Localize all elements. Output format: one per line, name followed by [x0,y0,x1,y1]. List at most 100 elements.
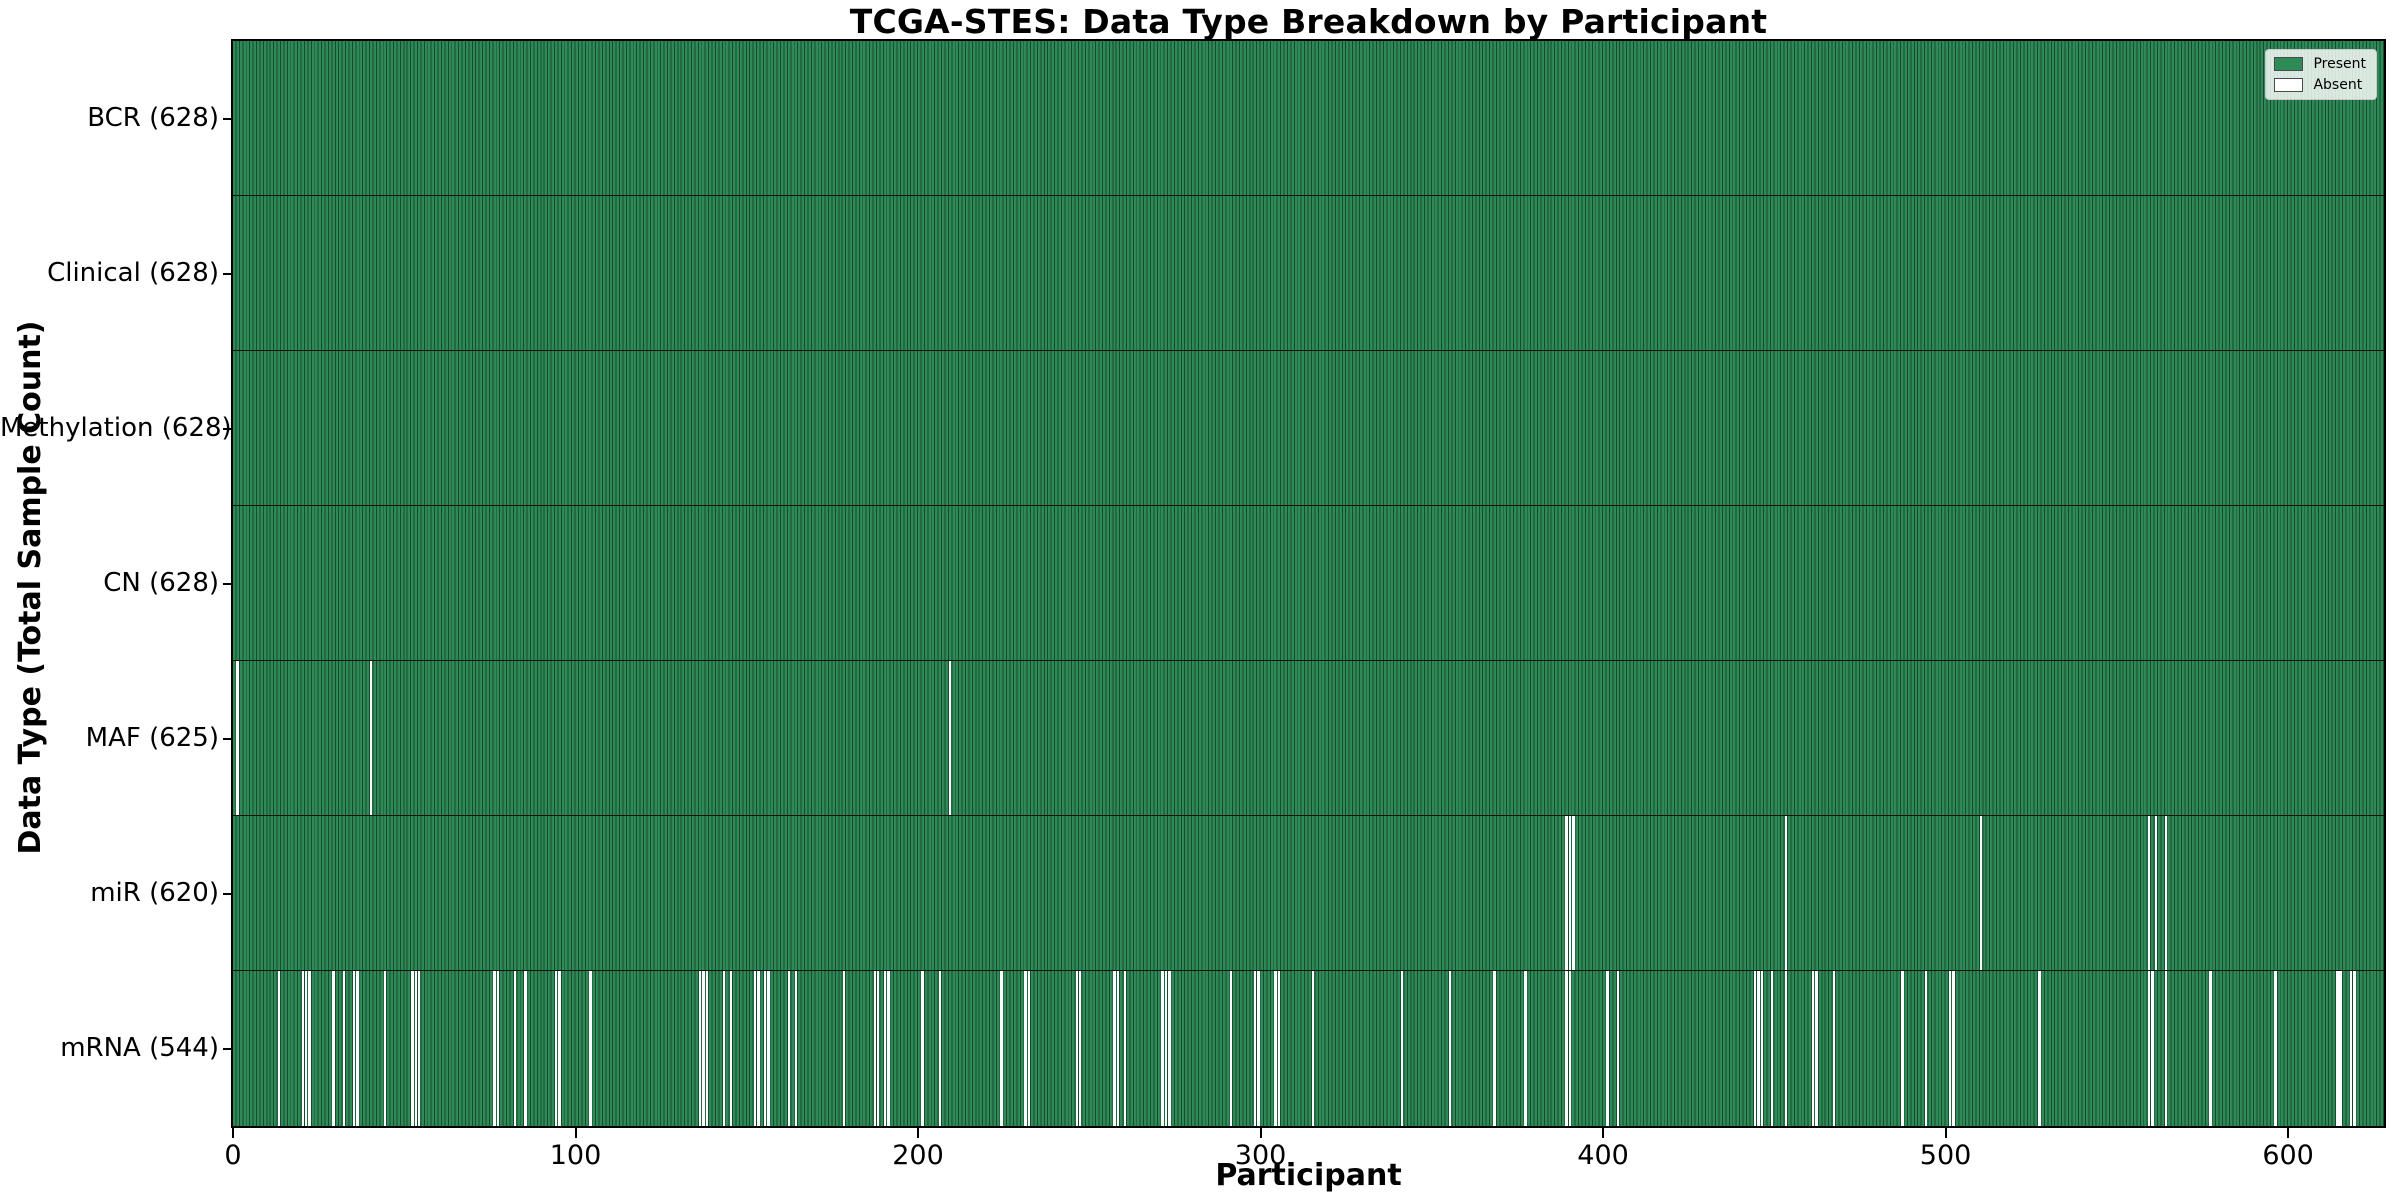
absent-gap [1161,971,1164,1126]
absent-gap [1274,971,1277,1126]
absent-gap [383,971,387,1126]
x-tick-mark [232,1128,234,1138]
plot-area: Present Absent [231,39,2386,1128]
absent-gap [1493,971,1496,1126]
legend: Present Absent [2265,49,2377,100]
absent-gap [2154,816,2157,970]
row-maf [233,661,2384,816]
absent-gap [417,971,421,1126]
legend-absent-label: Absent [2313,77,2363,93]
absent-gap [2151,971,2154,1126]
absent-gap [705,971,709,1126]
absent-gap [794,971,798,1126]
absent-gap [1024,971,1027,1126]
absent-gap [2164,971,2168,1126]
absent-gap [304,971,308,1126]
y-tick-label: miR (620) [90,877,219,908]
absent-gap [1760,971,1764,1126]
absent-gap [308,971,311,1126]
absent-gap [524,971,527,1126]
absent-gap [1572,816,1575,970]
y-tick-mark [223,737,233,740]
x-tick-mark [1944,1128,1947,1138]
absent-gap [370,661,373,815]
x-tick-mark [917,1128,920,1138]
y-tick-label: MAF (625) [85,722,219,753]
absent-gap [948,661,952,815]
x-tick-mark [1259,1128,1262,1138]
absent-gap [1079,971,1082,1126]
absent-gap [1925,971,1928,1126]
absent-gap [1524,971,1527,1126]
absent-gap [356,971,359,1126]
absent-gap [1815,971,1818,1126]
absent-gap [2038,971,2041,1126]
legend-entry-present: Present [2274,57,2366,71]
absent-gap [787,971,791,1126]
absent-gap [1229,971,1233,1126]
absent-gap [883,971,887,1126]
absent-gap [729,971,733,1126]
absent-gap [1568,816,1572,970]
y-tick-mark [223,892,233,895]
absent-gap [589,971,592,1126]
absent-gap [1448,971,1452,1126]
y-tick-label: mRNA (544) [60,1032,219,1063]
x-tick-label: 200 [892,1140,944,1171]
x-tick-label: 600 [2262,1140,2314,1171]
absent-gap [698,971,702,1126]
absent-gap [1784,971,1788,1126]
absent-gap [873,971,876,1126]
absent-gap [332,971,335,1126]
absent-gap [496,971,500,1126]
absent-gap [1075,971,1079,1126]
x-tick-label: 0 [224,1140,242,1171]
absent-gap [2274,971,2277,1126]
y-tick-label: Methylation (628) [0,412,232,443]
absent-gap [1616,971,1620,1126]
legend-present-label: Present [2313,56,2366,72]
x-tick-label: 300 [1234,1140,1287,1171]
absent-gap [702,971,705,1126]
absent-gap [1000,971,1003,1126]
absent-gap [513,971,517,1126]
row-clinical [233,196,2384,351]
absent-gap [352,971,356,1126]
absent-gap [1253,971,1257,1126]
absent-gap [2349,971,2353,1126]
absent-gap [2339,971,2342,1126]
absent-gap [301,971,304,1126]
absent-gap [1606,971,1609,1126]
absent-gap [1832,971,1836,1126]
absent-gap [1311,971,1315,1126]
x-tick-label: 500 [1919,1140,1972,1171]
absent-gap [1400,971,1404,1126]
y-tick-mark [223,1047,233,1050]
y-tick-mark [223,272,233,275]
absent-gap [2209,971,2212,1126]
chart-title: TCGA-STES: Data Type Breakdown by Partic… [849,2,1768,41]
absent-gap [1113,971,1116,1126]
absent-gap [277,971,280,1126]
row-bcr [233,41,2384,196]
absent-gap [2353,971,2356,1126]
absent-gap [2164,816,2168,970]
absent-gap [1949,971,1952,1126]
absent-gap [938,971,942,1126]
row-mir [233,816,2384,971]
absent-gap [554,971,558,1126]
absent-gap [842,971,846,1126]
absent-gap [767,971,770,1126]
absent-gap [1784,816,1788,970]
y-tick-label: Clinical (628) [47,257,219,288]
absent-gap [1979,816,1983,970]
absent-gap [1770,971,1774,1126]
absent-gap [921,971,924,1126]
absent-gap [757,971,760,1126]
absent-gap [1565,816,1568,970]
x-tick-mark [574,1128,577,1138]
absent-gap [1164,971,1168,1126]
absent-gap [342,971,346,1126]
y-tick-mark [223,582,233,585]
x-tick-label: 100 [549,1140,602,1171]
